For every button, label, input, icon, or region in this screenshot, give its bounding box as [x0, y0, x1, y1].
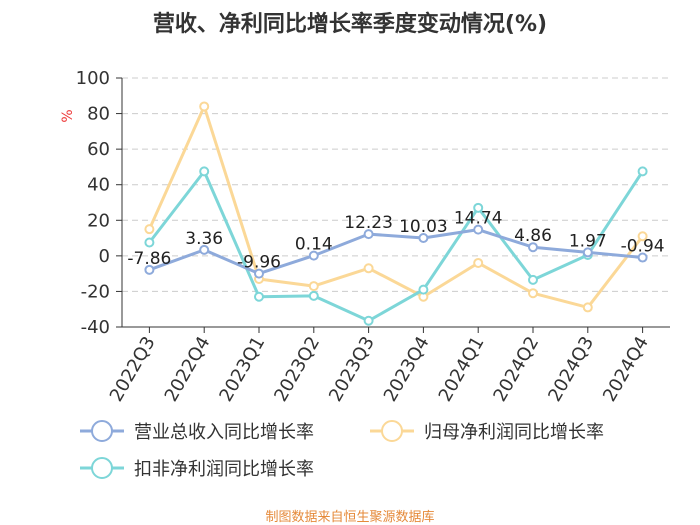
y-tick-label: 20	[87, 210, 110, 231]
data-point[interactable]	[473, 224, 484, 235]
data-point[interactable]	[363, 229, 374, 240]
series-line	[148, 104, 644, 309]
data-point[interactable]	[528, 242, 538, 253]
data-point[interactable]	[582, 247, 593, 258]
data-label: 14.74	[454, 209, 503, 229]
data-point[interactable]	[308, 290, 319, 301]
data-label: -0.94	[621, 237, 665, 257]
x-tick-label: 2023Q1	[215, 333, 269, 405]
data-point[interactable]	[418, 284, 429, 295]
x-tick-label: 2024Q2	[489, 333, 543, 405]
data-point[interactable]	[308, 281, 319, 292]
series-layer	[144, 101, 648, 326]
data-point[interactable]	[637, 166, 648, 177]
data-point[interactable]	[254, 268, 264, 279]
data-label: 12.23	[344, 213, 393, 233]
data-label-layer: -7.86 3.36 -9.96 0.14 12.23 10.03 14.74 4.86 1.9…	[127, 209, 664, 273]
data-point[interactable]	[144, 264, 155, 275]
x-tick-label: 2024Q3	[544, 333, 598, 405]
chart-title: 营收、净利同比增长率季度变动情况(%)	[152, 12, 548, 37]
data-label: 1.97	[569, 231, 607, 251]
legend-label: 归母净利润同比增长率	[424, 422, 604, 443]
y-tick-label: 0	[99, 246, 110, 267]
y-tick-label: -20	[81, 281, 110, 302]
data-point[interactable]	[528, 274, 538, 285]
data-point[interactable]	[637, 231, 648, 242]
data-point[interactable]	[363, 263, 374, 274]
data-point[interactable]	[199, 244, 210, 255]
legend-marker-icon	[91, 457, 113, 479]
data-point[interactable]	[473, 257, 484, 268]
data-label: 3.36	[185, 229, 223, 249]
data-point[interactable]	[144, 237, 155, 248]
data-label: -7.86	[127, 249, 171, 269]
data-label: -9.96	[237, 253, 281, 273]
source-note: 制图数据来自恒生聚源数据库	[265, 510, 435, 525]
data-point[interactable]	[528, 288, 538, 299]
legend-label: 营业总收入同比增长率	[134, 422, 314, 443]
data-point[interactable]	[637, 252, 648, 263]
grid-layer	[122, 77, 670, 328]
data-point[interactable]	[254, 291, 264, 302]
data-point[interactable]	[418, 233, 429, 244]
x-tick-label: 2023Q2	[270, 333, 324, 405]
y-tick-label: 60	[87, 139, 110, 160]
data-label: 10.03	[399, 217, 448, 237]
x-tick-label: 2023Q4	[380, 333, 434, 405]
data-point[interactable]	[582, 302, 593, 313]
series-line	[148, 228, 643, 276]
data-point[interactable]	[308, 250, 319, 261]
series-line	[148, 169, 644, 323]
data-label: 0.14	[295, 235, 333, 255]
legend-label: 扣非净利润同比增长率	[134, 459, 314, 480]
y-axis-unit-label: %	[60, 109, 76, 122]
y-tick-label: 40	[87, 175, 110, 196]
x-tick-label: 2023Q3	[325, 333, 379, 405]
legend-item[interactable]: 扣非净利润同比增长率	[80, 457, 314, 480]
data-point[interactable]	[199, 101, 210, 112]
y-tick-label: 100	[76, 68, 110, 89]
legend-item[interactable]: 营业总收入同比增长率	[80, 420, 314, 443]
x-tick-label: 2024Q4	[599, 333, 653, 405]
legend-marker-icon	[381, 420, 403, 442]
x-tick-label: 2022Q4	[161, 333, 215, 405]
legend-marker-icon	[91, 420, 113, 442]
data-point[interactable]	[363, 315, 374, 326]
x-tick-label: 2022Q3	[106, 333, 160, 405]
y-tick-label: -40	[81, 317, 110, 338]
x-tick-label: 2024Q1	[435, 333, 489, 405]
data-label: 4.86	[514, 226, 552, 246]
legend-item[interactable]: 归母净利润同比增长率	[370, 420, 604, 443]
y-tick-label: 80	[87, 104, 110, 125]
data-point[interactable]	[473, 202, 484, 213]
data-point[interactable]	[144, 224, 155, 235]
data-point[interactable]	[199, 166, 210, 177]
